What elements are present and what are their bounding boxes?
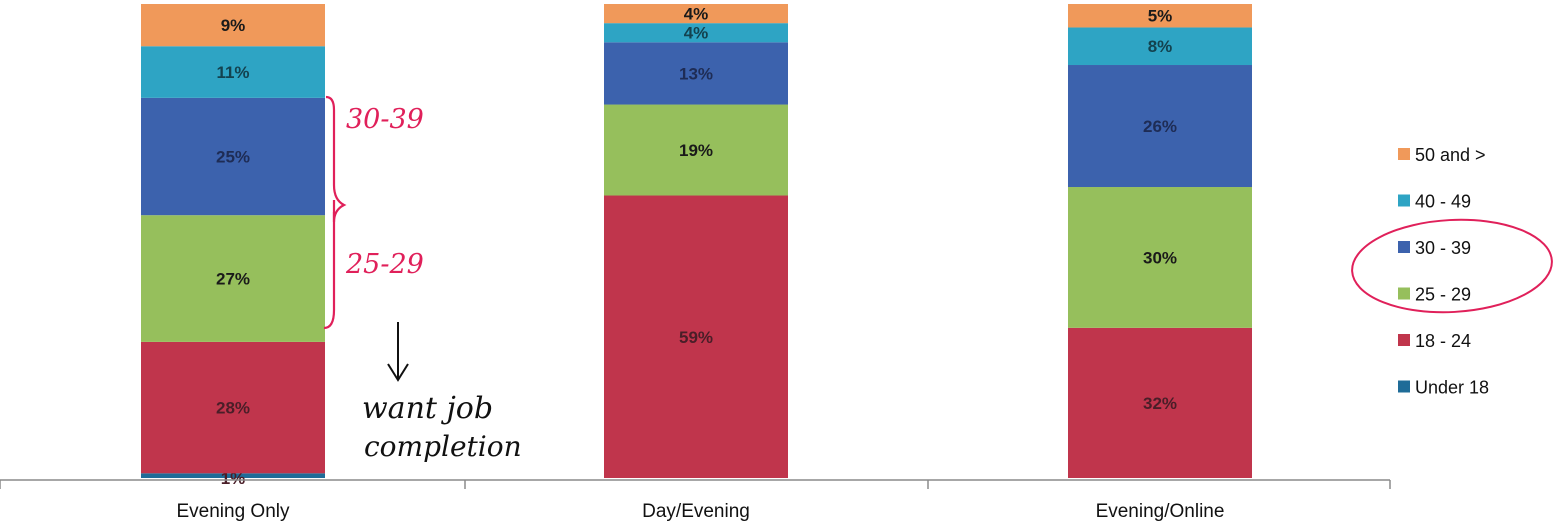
category-label: Day/Evening (642, 501, 750, 522)
data-label: 25% (216, 148, 250, 167)
bar-segment-25-29 (1068, 187, 1252, 328)
legend-item-18-24: 18 - 24 (1398, 331, 1471, 351)
legend-label: 50 and > (1415, 145, 1486, 165)
data-label: 59% (679, 328, 713, 347)
bar-evening-online: 32% 30% 26% 8% 5% (1068, 4, 1252, 478)
bar-segment-18-24 (1068, 327, 1252, 478)
legend-label: 40 - 49 (1415, 192, 1471, 212)
bar-segment-40-49 (1068, 27, 1252, 66)
legend-swatch (1398, 287, 1410, 300)
legend-label: Under 18 (1415, 378, 1489, 398)
data-label: 5% (1148, 7, 1173, 26)
category-labels: Evening Only Day/Evening Evening/Online (176, 501, 1224, 522)
legend: 50 and > 40 - 49 30 - 39 25 - 29 18 - 24 Unde… (1398, 145, 1489, 398)
legend-item-50-and: 50 and > (1398, 145, 1486, 165)
bracket-label-25-29: 25-29 (345, 249, 424, 280)
legend-item-40-49: 40 - 49 (1398, 192, 1471, 212)
data-label: 8% (1148, 37, 1173, 56)
data-label: 4% (684, 24, 709, 43)
legend-highlight-circle (1351, 218, 1553, 314)
data-label: 9% (221, 16, 246, 35)
bar-segment-40-49 (604, 23, 788, 43)
data-label: 32% (1143, 394, 1177, 413)
bar-segment-50-and (1068, 4, 1252, 28)
bars-layer: 1% 28% 27% 25% 11% 9% 59% 19% 13% 4%4% 32% 30% 26% 8%… (141, 4, 1252, 488)
bar-segment-under-18 (141, 473, 325, 478)
legend-item-under-18: Under 18 (1398, 378, 1489, 398)
legend-item-30-39: 30 - 39 (1398, 238, 1471, 258)
bar-segment-30-39 (1068, 65, 1252, 188)
arrow-down-icon (387, 322, 409, 382)
category-label: Evening/Online (1096, 501, 1225, 522)
bar-segment-30-39 (604, 42, 788, 105)
bar-segment-25-29 (141, 215, 325, 342)
legend-label: 25 - 29 (1415, 285, 1471, 305)
data-label: 28% (216, 399, 250, 418)
data-label: 4% (684, 5, 709, 24)
bar-evening-only: 1% 28% 27% 25% 11% 9% (141, 4, 325, 488)
legend-swatch (1398, 194, 1410, 207)
bar-segment-50-and (141, 4, 325, 47)
legend-label: 18 - 24 (1415, 331, 1471, 351)
data-label: 19% (679, 141, 713, 160)
legend-swatch (1398, 148, 1410, 160)
x-axis-ticks (0, 480, 1391, 489)
bracket-label-30-39: 30-39 (346, 104, 424, 135)
bar-segment-30-39 (141, 97, 325, 216)
bracket-25-29 (323, 212, 336, 330)
handwritten-annotations: 30-39 25-29 want job completion (323, 95, 1553, 463)
data-label: 26% (1143, 117, 1177, 136)
bar-segment-50-and (604, 4, 788, 24)
data-label: 27% (216, 270, 250, 289)
legend-swatch (1398, 241, 1410, 253)
data-label: 11% (216, 63, 249, 82)
legend-swatch (1398, 380, 1410, 393)
bar-segment-18-24 (141, 341, 325, 474)
data-label: 13% (679, 64, 713, 83)
legend-item-25-29: 25 - 29 (1398, 285, 1471, 305)
data-label: 1% (221, 469, 246, 488)
legend-swatch (1398, 334, 1410, 346)
bar-segment-25-29 (604, 104, 788, 196)
bracket-30-39 (325, 95, 347, 223)
category-label: Evening Only (176, 501, 290, 522)
bar-segment-18-24 (604, 195, 788, 479)
bar-day-evening: 59% 19% 13% 4%4% (604, 4, 788, 479)
data-label: 30% (1143, 248, 1177, 267)
note-line-1: want job (362, 391, 493, 426)
legend-label: 30 - 39 (1415, 238, 1471, 258)
bar-segment-40-49 (141, 46, 325, 98)
note-line-2: completion (364, 430, 522, 463)
